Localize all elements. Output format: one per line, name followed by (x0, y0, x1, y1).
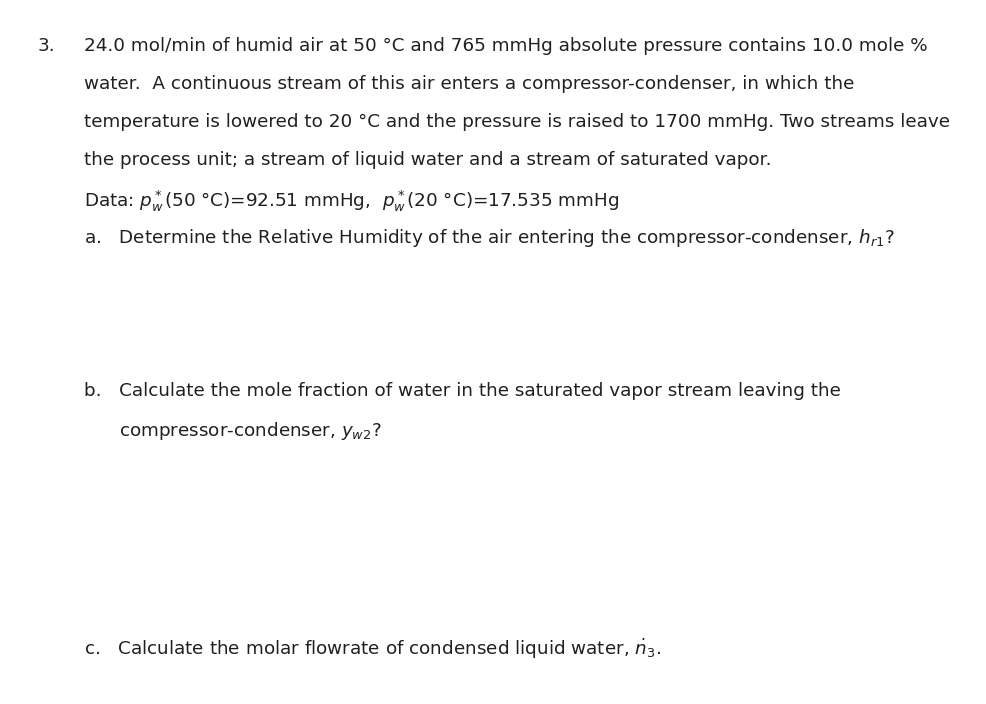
Text: 24.0 mol/min of humid air at 50 °C and 765 mmHg absolute pressure contains 10.0 : 24.0 mol/min of humid air at 50 °C and 7… (84, 37, 927, 55)
Text: Data: $p_w^*$(50 °C)=92.51 mmHg,  $p_w^*$(20 °C)=17.535 mmHg: Data: $p_w^*$(50 °C)=92.51 mmHg, $p_w^*$… (84, 189, 618, 214)
Text: compressor-condenser, $\mathit{y}_{w2}$?: compressor-condenser, $\mathit{y}_{w2}$? (84, 420, 382, 441)
Text: b.   Calculate the mole fraction of water in the saturated vapor stream leaving : b. Calculate the mole fraction of water … (84, 382, 840, 400)
Text: the process unit; a stream of liquid water and a stream of saturated vapor.: the process unit; a stream of liquid wat… (84, 151, 771, 169)
Text: c.   Calculate the molar flowrate of condensed liquid water, $\mathit{\dot{n}}_3: c. Calculate the molar flowrate of conde… (84, 636, 661, 661)
Text: a.   Determine the Relative Humidity of the air entering the compressor-condense: a. Determine the Relative Humidity of th… (84, 227, 893, 249)
Text: 3.: 3. (37, 37, 55, 55)
Text: temperature is lowered to 20 °C and the pressure is raised to 1700 mmHg. Two str: temperature is lowered to 20 °C and the … (84, 113, 949, 131)
Text: water.  A continuous stream of this air enters a compressor-condenser, in which : water. A continuous stream of this air e… (84, 75, 854, 93)
